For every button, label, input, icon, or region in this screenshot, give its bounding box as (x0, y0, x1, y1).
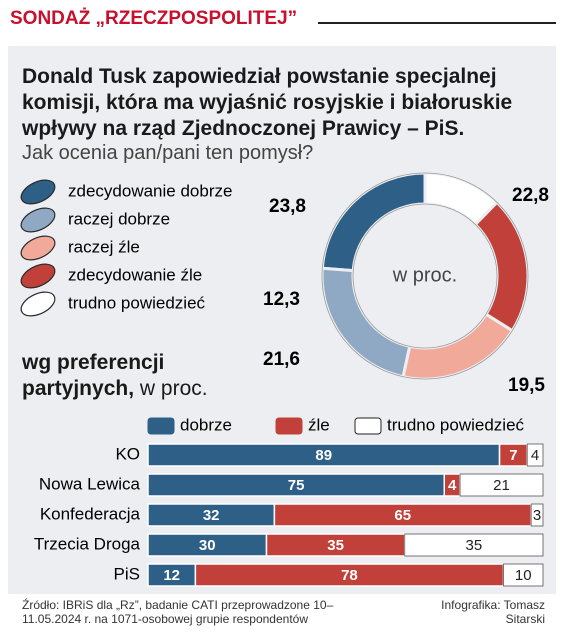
y-tick-label: Trzecia Droga (34, 534, 141, 553)
data-label: 32 (203, 507, 220, 524)
donut-outline (321, 172, 529, 380)
data-label: 75 (288, 477, 305, 494)
legend-swatch (20, 235, 56, 261)
donut-outline (352, 203, 498, 349)
legend-swatch (275, 417, 303, 435)
data-label: 30 (199, 537, 216, 554)
y-tick-label: Konfederacja (40, 504, 141, 523)
center-label: w proc. (392, 264, 457, 286)
legend-label: trudno powiedzieć (387, 415, 525, 434)
y-tick-label: Nowa Lewica (39, 474, 141, 493)
data-label: 78 (341, 567, 358, 584)
y-tick-label: KO (115, 444, 140, 463)
header-rule (318, 22, 556, 24)
legend-swatch (147, 417, 175, 435)
y-tick-label: PiS (114, 564, 140, 583)
credit: Infografika: Tomasz Sitarski (441, 598, 545, 626)
data-label: 7 (509, 447, 517, 464)
data-label: 35 (466, 537, 483, 554)
bar-segment (526, 443, 544, 467)
data-label: 12,3 (263, 289, 300, 310)
data-label: 21 (493, 477, 510, 494)
header: SONDAŻ „RZECZPOSPOLITEJ” (10, 8, 298, 29)
background-panel (8, 46, 556, 594)
legend-label: trudno powiedzieć (68, 293, 206, 312)
data-label: 4 (448, 477, 457, 494)
data-label: 35 (327, 537, 344, 554)
legend-label: zdecydowanie dobrze (68, 181, 232, 200)
data-label: 21,6 (263, 349, 300, 370)
legend-swatch (20, 291, 56, 317)
legend-swatch (20, 263, 56, 289)
legend-label: źle (308, 415, 330, 434)
donut-segment (473, 200, 530, 333)
bar-chart-title: wg preferencji partyjnych, (22, 351, 165, 400)
data-label: 89 (315, 447, 332, 464)
legend-swatch (20, 179, 56, 205)
bar-segment (530, 503, 544, 527)
bar-segment (459, 473, 544, 497)
donut-segment (401, 312, 515, 381)
bar-segment (503, 563, 544, 587)
data-label: 23,8 (269, 196, 306, 217)
data-label: 10 (515, 567, 532, 584)
bar-chart-subtitle: w proc. (139, 377, 208, 400)
legend-swatch (354, 417, 382, 435)
data-label: 12 (163, 567, 180, 584)
data-label: 3 (533, 507, 541, 524)
data-label: 22,8 (512, 185, 549, 206)
chart-title: Donald Tusk zapowiedział powstanie specj… (22, 65, 513, 140)
data-label: 19,5 (508, 375, 545, 396)
chart-subtitle: Jak ocenia pan/pani ten pomysł? (22, 142, 314, 164)
legend-label: raczej źle (68, 237, 140, 256)
legend-label: raczej dobrze (68, 209, 170, 228)
bar-chart-heading: wg preferencji partyjnych, w proc. (22, 350, 212, 402)
data-label: 4 (531, 447, 539, 464)
legend-swatch (20, 207, 56, 233)
source: Źródło: IBRiS dla „Rz”, badanie CATI prz… (22, 598, 334, 626)
legend-label: dobrze (180, 415, 232, 434)
data-label: 65 (394, 507, 411, 524)
bar-segment (404, 533, 544, 557)
legend-label: zdecydowanie źle (68, 265, 202, 284)
